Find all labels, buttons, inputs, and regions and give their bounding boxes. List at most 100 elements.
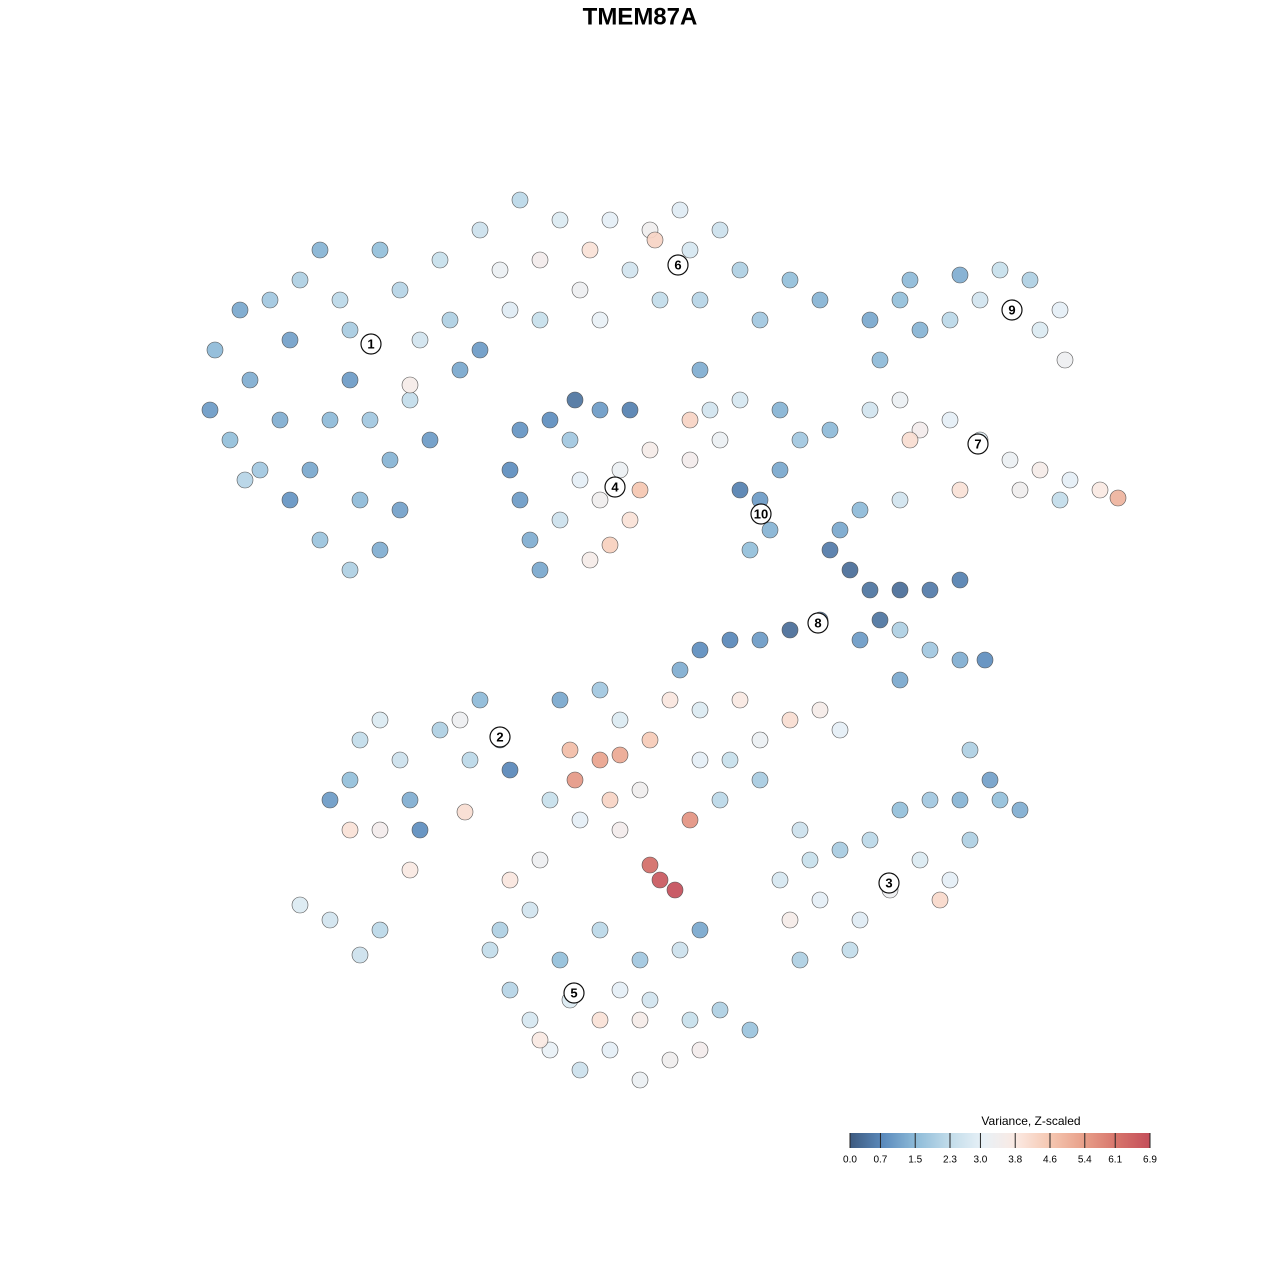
- colorbar-tick-label: 2.3: [943, 1155, 957, 1166]
- cluster-label: 2: [496, 729, 503, 744]
- point: [291, 271, 309, 289]
- point: [1021, 271, 1039, 289]
- point: [1061, 471, 1079, 489]
- point: [911, 321, 929, 339]
- cluster-label: 3: [885, 875, 892, 890]
- point: [681, 411, 699, 429]
- point: [471, 221, 489, 239]
- point: [681, 811, 699, 829]
- point: [751, 771, 769, 789]
- colorbar-tick-label: 6.1: [1108, 1155, 1122, 1166]
- point: [511, 491, 529, 509]
- point: [771, 461, 789, 479]
- point: [251, 461, 269, 479]
- colorbar-tick-label: 5.4: [1078, 1155, 1092, 1166]
- point: [801, 851, 819, 869]
- point: [551, 691, 569, 709]
- point: [791, 951, 809, 969]
- point: [501, 461, 519, 479]
- point: [571, 811, 589, 829]
- cluster-label: 1: [367, 336, 374, 351]
- point: [711, 431, 729, 449]
- point: [701, 401, 719, 419]
- point: [1056, 351, 1074, 369]
- point: [561, 741, 579, 759]
- point: [471, 691, 489, 709]
- point: [401, 391, 419, 409]
- point: [261, 291, 279, 309]
- point: [911, 851, 929, 869]
- point: [531, 561, 549, 579]
- point: [721, 631, 739, 649]
- point: [301, 461, 319, 479]
- point: [921, 641, 939, 659]
- point: [391, 281, 409, 299]
- colorbar: [850, 1133, 1150, 1148]
- point: [991, 261, 1009, 279]
- point: [731, 261, 749, 279]
- point: [571, 281, 589, 299]
- point: [411, 821, 429, 839]
- point: [611, 981, 629, 999]
- point: [281, 331, 299, 349]
- point: [681, 451, 699, 469]
- cluster-label: 9: [1008, 302, 1015, 317]
- point: [651, 871, 669, 889]
- point: [321, 791, 339, 809]
- point: [241, 371, 259, 389]
- point: [631, 781, 649, 799]
- point: [591, 921, 609, 939]
- point: [581, 241, 599, 259]
- cluster-label: 7: [974, 436, 981, 451]
- point: [521, 901, 539, 919]
- point: [531, 251, 549, 269]
- colorbar-tick-label: 1.5: [908, 1155, 922, 1166]
- point: [401, 376, 419, 394]
- cluster-badge: [1001, 299, 1023, 321]
- point: [471, 341, 489, 359]
- point: [941, 871, 959, 889]
- point: [691, 361, 709, 379]
- point: [451, 361, 469, 379]
- chart-title: TMEM87A: [583, 3, 698, 30]
- point: [236, 471, 254, 489]
- point: [641, 441, 659, 459]
- point: [951, 481, 969, 499]
- point: [661, 1051, 679, 1069]
- point: [541, 411, 559, 429]
- point: [601, 791, 619, 809]
- point: [351, 491, 369, 509]
- point: [891, 671, 909, 689]
- point: [511, 421, 529, 439]
- point: [751, 731, 769, 749]
- point: [891, 491, 909, 509]
- point: [1031, 321, 1049, 339]
- point: [681, 1011, 699, 1029]
- point: [351, 731, 369, 749]
- point: [221, 431, 239, 449]
- point: [501, 981, 519, 999]
- point: [321, 411, 339, 429]
- cluster-badge: [667, 254, 689, 276]
- point: [681, 241, 699, 259]
- point: [621, 401, 639, 419]
- point: [711, 1001, 729, 1019]
- point: [521, 531, 539, 549]
- point: [631, 1011, 649, 1029]
- point: [611, 821, 629, 839]
- point: [601, 536, 619, 554]
- point: [646, 231, 664, 249]
- point: [751, 311, 769, 329]
- point: [831, 721, 849, 739]
- cluster-label: 4: [611, 479, 619, 494]
- point: [731, 391, 749, 409]
- point: [431, 721, 449, 739]
- point: [631, 481, 649, 499]
- point: [901, 271, 919, 289]
- point: [891, 581, 909, 599]
- point: [691, 291, 709, 309]
- point: [891, 391, 909, 409]
- point: [201, 401, 219, 419]
- point: [641, 731, 659, 749]
- cluster-badge: [604, 476, 626, 498]
